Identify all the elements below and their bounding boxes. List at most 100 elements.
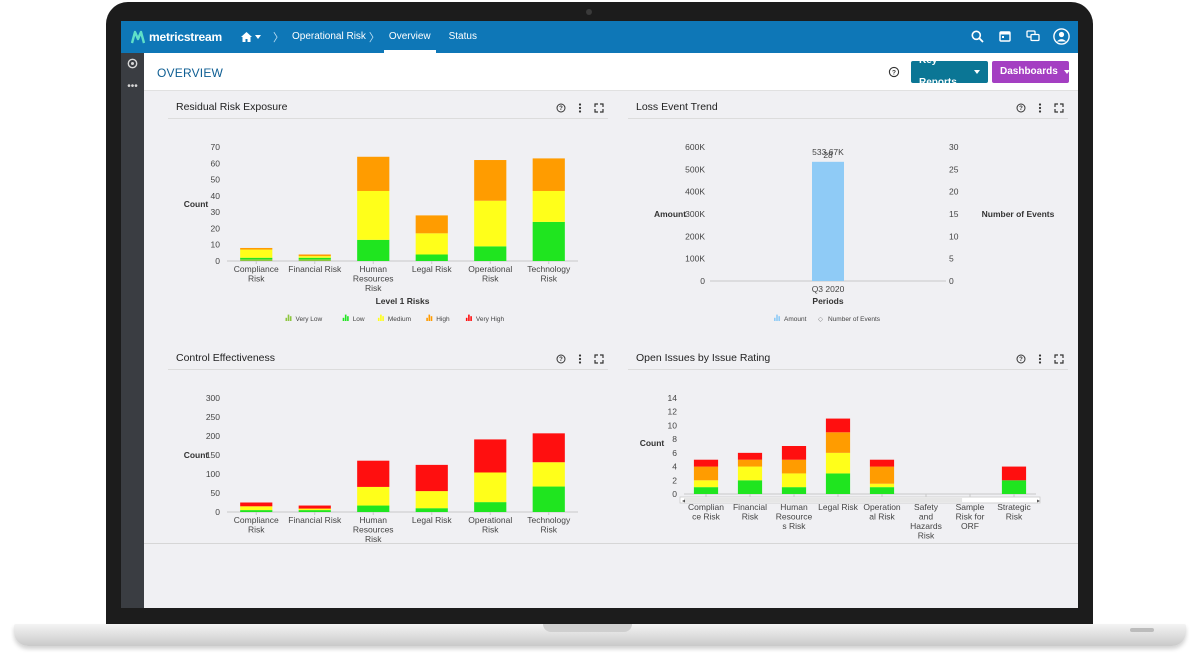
legend-swatch-icon [382,316,384,321]
y-tick-label: 10 [668,420,678,430]
x-tick-label: Operational [468,264,512,274]
logo-text: metricstream [149,30,222,44]
tab-overview[interactable]: Overview [380,21,440,53]
legend-label: Very High [476,316,505,323]
control-effectiveness-chart: 050100150200250300CountComplianceRiskFin… [184,393,578,542]
expand-icon[interactable] [1054,354,1064,364]
legend-swatch-icon [430,316,433,321]
left-rail: ••• [121,53,144,608]
y-tick-label: 200K [685,231,705,241]
data-label-amount: 533.67K [812,147,844,157]
y-tick-label: 8 [672,434,677,444]
bar-segment-high [693,466,719,481]
y-tick-label: 4 [672,462,677,472]
y-tick-label: 50 [211,488,221,498]
key-reports-label: Key Reports [919,55,957,88]
bar-segment-very-low [240,259,273,261]
more-vertical-icon[interactable] [575,103,585,113]
x-tick-label: Legal Risk [412,515,452,525]
bar-segment-low [532,221,565,261]
user-avatar-icon[interactable] [1052,27,1070,45]
y-tick-label: 40 [211,191,221,201]
bar-segment-low [781,487,807,494]
y-tick-label: 250 [206,412,220,422]
legend-swatch-icon [289,316,292,321]
residual-risk-chart: 010203040506070CountComplianceRiskFinanc… [184,142,578,323]
legend-swatch-icon [428,314,431,321]
bar-segment-medium [474,472,507,503]
bar-segment-very-high [240,502,273,507]
legend-swatch-icon [287,314,290,321]
y2-tick-label: 25 [949,164,959,174]
bar-segment-high [298,254,331,257]
more-vertical-icon[interactable] [1035,354,1045,364]
bar-segment-low [298,257,331,260]
expand-icon[interactable] [594,354,604,364]
x-tick-label: Human [360,515,388,525]
scroll-right-icon: ▸ [1037,499,1040,505]
settings-icon[interactable] [126,58,139,71]
y-tick-label: 0 [215,507,220,517]
more-vertical-icon[interactable] [575,354,585,364]
panel-divider [168,118,608,119]
bar-segment-very-high [1001,466,1027,481]
bar-segment-medium [298,508,331,511]
legend-swatch-icon [465,317,468,321]
chevron-right-icon: 〉 [368,32,380,44]
legend-swatch-icon [344,314,347,321]
bar-segment-very-high [737,452,763,460]
panel-divider [628,118,1068,119]
bar-segment-low [1001,480,1027,494]
breadcrumb-operational-risk[interactable]: Operational Risk [292,31,366,42]
bar-segment-high [869,466,895,484]
panel-tools: ? [556,103,604,113]
x-tick-label: Human [780,502,808,512]
bar-segment-medium [869,483,895,488]
more-options-icon[interactable]: ••• [127,81,138,92]
y-tick-label: 0 [700,276,705,286]
y-tick-label: 0 [215,256,220,266]
legend-swatch-icon [347,316,349,321]
expand-icon[interactable] [594,103,604,113]
bar-segment-low [415,508,448,512]
key-reports-button[interactable]: Key Reports [911,55,988,88]
top-nav-bar: metricstream 〉 Operational Risk 〉 Overvi… [121,21,1078,53]
more-vertical-icon[interactable] [1035,103,1045,113]
open-issues-panel: Open Issues by Issue Rating ? 0 2 4 6 8 10 12 1… [628,346,1068,542]
panel-divider [168,369,608,370]
home-menu[interactable] [241,32,261,42]
x-axis-title: Level 1 Risks [376,296,430,306]
bar-segment-high [357,156,390,191]
y2-tick-label: 0 [949,276,954,286]
bar-segment-low [240,510,273,512]
scroll-left-icon: ◂ [682,499,685,505]
x-tick-label: Risk [918,531,935,541]
page-footer-area [144,543,1078,608]
tab-status[interactable]: Status [448,31,477,42]
x-tick-label: Technology [527,515,571,525]
search-icon[interactable] [968,27,986,45]
x-tick-label: Risk [540,525,557,535]
bar-segment-medium [737,466,763,481]
calendar-icon[interactable] [996,27,1014,45]
help-icon[interactable]: ? [556,354,566,364]
y-axis-title: Count [184,450,209,460]
dashboards-button[interactable]: Dashboards [992,61,1070,83]
chevron-down-icon [255,35,261,39]
bar-segment-medium [532,190,565,222]
x-tick-label: Risk [248,525,265,535]
app-logo[interactable]: metricstream [131,29,222,45]
help-icon[interactable]: ? [1016,354,1026,364]
x-tick-label: Q3 2020 [812,284,845,294]
help-icon[interactable]: ? [888,66,900,78]
help-icon[interactable]: ? [1016,103,1026,113]
bar-segment-medium [357,190,390,240]
page-title: OVERVIEW [157,66,224,80]
chat-icon[interactable] [1024,27,1042,45]
x-tick-label: Risk for [956,512,985,522]
expand-icon[interactable] [1054,103,1064,113]
y-tick-label: 100 [206,469,220,479]
breadcrumb: 〉 Operational Risk 〉 Overview Status [241,21,486,53]
laptop-notch [543,624,632,632]
help-icon[interactable]: ? [556,103,566,113]
